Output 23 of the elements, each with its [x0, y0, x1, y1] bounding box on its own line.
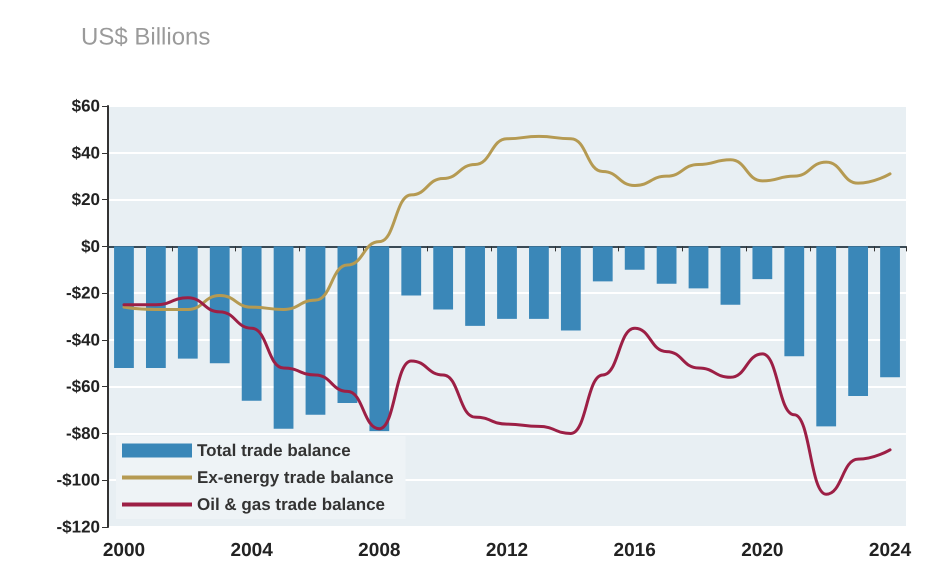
legend-label: Total trade balance — [197, 441, 351, 460]
y-tick-label: $20 — [72, 190, 100, 210]
y-tick-label: -$20 — [66, 284, 100, 303]
x-tick-label: 2016 — [614, 540, 656, 561]
y-tick-label: $40 — [72, 143, 100, 162]
y-tick-label: -$120 — [56, 518, 100, 536]
x-tick-label: 2020 — [741, 540, 784, 561]
y-tick-label: $60 — [72, 96, 100, 116]
legend-label: Ex-energy trade balance — [197, 468, 394, 487]
y-tick-label: $0 — [81, 236, 100, 256]
x-tick-label: 2024 — [868, 540, 912, 561]
x-tick-label: 2004 — [230, 540, 274, 561]
x-tick-label: 2000 — [102, 540, 146, 561]
x-tick-label: 2008 — [358, 540, 400, 561]
y-tick-label: -$40 — [66, 330, 100, 350]
x-tick-label: 2012 — [486, 540, 528, 561]
legend-label: Oil & gas trade balance — [197, 495, 386, 514]
line-series — [122, 134, 892, 311]
chart-title: US$ Billions — [81, 24, 210, 50]
y-tick-label: -$80 — [66, 424, 100, 443]
line-series — [122, 296, 892, 496]
y-tick-label: -$60 — [66, 377, 100, 396]
y-tick-label: -$100 — [56, 470, 100, 490]
